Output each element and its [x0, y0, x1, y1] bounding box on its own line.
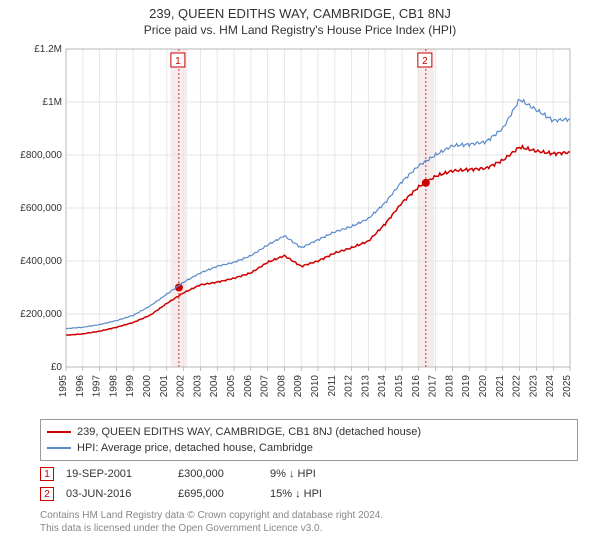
sale-price-2: £695,000: [178, 488, 258, 500]
svg-text:2023: 2023: [528, 375, 539, 398]
svg-text:£0: £0: [51, 362, 63, 373]
legend-swatch-series1: [47, 431, 71, 433]
svg-text:2002: 2002: [176, 375, 187, 398]
svg-text:2004: 2004: [209, 375, 220, 398]
svg-text:1997: 1997: [92, 375, 103, 398]
footer-line1: Contains HM Land Registry data © Crown c…: [40, 509, 578, 522]
svg-text:2: 2: [422, 56, 428, 67]
svg-text:2003: 2003: [192, 375, 203, 398]
svg-text:1995: 1995: [58, 375, 69, 398]
legend-box: 239, QUEEN EDITHS WAY, CAMBRIDGE, CB1 8N…: [40, 419, 578, 461]
svg-text:2025: 2025: [562, 375, 573, 398]
svg-text:2014: 2014: [377, 375, 388, 398]
svg-text:2001: 2001: [159, 375, 170, 398]
footer-attribution: Contains HM Land Registry data © Crown c…: [40, 509, 578, 535]
sale-price-1: £300,000: [178, 468, 258, 480]
legend-label-series1: 239, QUEEN EDITHS WAY, CAMBRIDGE, CB1 8N…: [77, 424, 421, 440]
svg-text:£600,000: £600,000: [20, 203, 62, 214]
legend-row: 239, QUEEN EDITHS WAY, CAMBRIDGE, CB1 8N…: [47, 424, 571, 440]
svg-text:2006: 2006: [243, 375, 254, 398]
svg-text:2022: 2022: [512, 375, 523, 398]
sale-marker-1: 1: [40, 467, 54, 481]
svg-text:£800,000: £800,000: [20, 150, 62, 161]
svg-text:2018: 2018: [444, 375, 455, 398]
svg-text:£200,000: £200,000: [20, 309, 62, 320]
svg-text:1996: 1996: [75, 375, 86, 398]
chart-area: £0 £200,000 £400,000 £600,000 £800,000 £1M £1.…: [20, 43, 580, 413]
svg-text:2024: 2024: [545, 375, 556, 398]
sale-date-1: 19-SEP-2001: [66, 468, 166, 480]
svg-text:1: 1: [175, 56, 181, 67]
svg-text:£1.2M: £1.2M: [34, 44, 62, 55]
svg-text:2007: 2007: [260, 375, 271, 398]
svg-text:2015: 2015: [394, 375, 405, 398]
sale-row-2: 2 03-JUN-2016 £695,000 15% ↓ HPI: [40, 487, 578, 501]
svg-text:2021: 2021: [495, 375, 506, 398]
svg-text:2008: 2008: [276, 375, 287, 398]
sale-date-2: 03-JUN-2016: [66, 488, 166, 500]
svg-text:2020: 2020: [478, 375, 489, 398]
legend-row: HPI: Average price, detached house, Camb…: [47, 440, 571, 456]
svg-text:2010: 2010: [310, 375, 321, 398]
svg-text:2016: 2016: [411, 375, 422, 398]
chart-container: 239, QUEEN EDITHS WAY, CAMBRIDGE, CB1 8N…: [0, 0, 600, 560]
svg-text:2000: 2000: [142, 375, 153, 398]
legend-label-series2: HPI: Average price, detached house, Camb…: [77, 440, 313, 456]
sale-diff-2: 15% ↓ HPI: [270, 488, 390, 500]
svg-text:2013: 2013: [360, 375, 371, 398]
svg-text:2009: 2009: [293, 375, 304, 398]
svg-text:2017: 2017: [428, 375, 439, 398]
svg-text:2012: 2012: [344, 375, 355, 398]
footer-line2: This data is licensed under the Open Gov…: [40, 522, 578, 535]
sale-row-1: 1 19-SEP-2001 £300,000 9% ↓ HPI: [40, 467, 578, 481]
chart-title: 239, QUEEN EDITHS WAY, CAMBRIDGE, CB1 8N…: [0, 6, 600, 21]
svg-text:1998: 1998: [108, 375, 119, 398]
svg-text:2005: 2005: [226, 375, 237, 398]
svg-text:1999: 1999: [125, 375, 136, 398]
sale-marker-2: 2: [40, 487, 54, 501]
svg-text:2011: 2011: [327, 375, 338, 397]
svg-text:£400,000: £400,000: [20, 256, 62, 267]
svg-text:2019: 2019: [461, 375, 472, 398]
sale-diff-1: 9% ↓ HPI: [270, 468, 390, 480]
legend-swatch-series2: [47, 447, 71, 449]
svg-text:£1M: £1M: [43, 97, 62, 108]
chart-svg: £0 £200,000 £400,000 £600,000 £800,000 £1M £1.…: [20, 43, 580, 413]
title-block: 239, QUEEN EDITHS WAY, CAMBRIDGE, CB1 8N…: [0, 0, 600, 37]
chart-subtitle: Price paid vs. HM Land Registry's House …: [0, 23, 600, 37]
